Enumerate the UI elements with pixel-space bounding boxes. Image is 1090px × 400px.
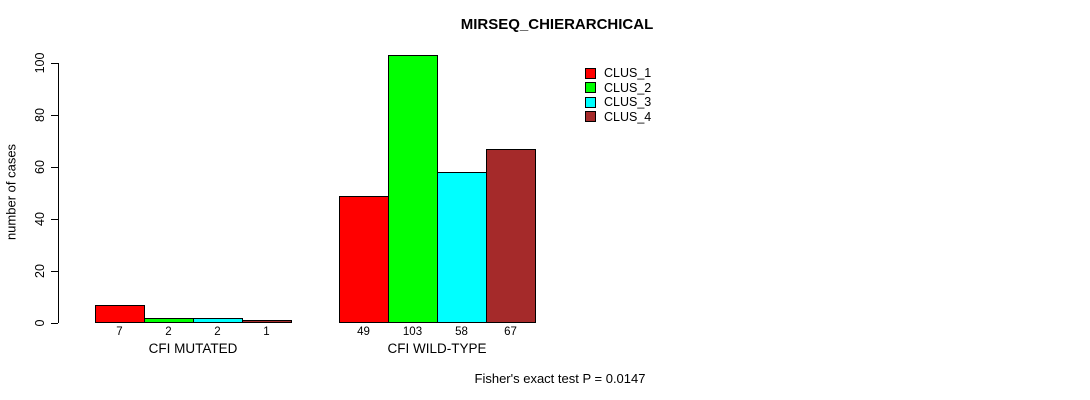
bar-CLUS_1 [95,305,145,323]
legend-item: CLUS_4 [585,110,651,124]
y-tick [51,218,58,220]
legend-item: CLUS_3 [585,95,651,109]
legend: CLUS_1 CLUS_2 CLUS_3 CLUS_4 [585,66,651,124]
legend-label: CLUS_2 [604,80,652,95]
legend-item: CLUS_2 [585,81,651,95]
legend-label: CLUS_1 [604,66,652,80]
legend-swatch-CLUS_2 [585,82,596,93]
bar-CLUS_3 [437,172,487,323]
bar-CLUS_4 [486,149,536,323]
y-tick [51,114,58,116]
y-tick [51,166,58,168]
y-tick [51,62,58,64]
bar-CLUS_2 [388,55,438,323]
y-axis [58,63,59,323]
bar-CLUS_2 [144,318,194,323]
y-tick-label: 0 [33,319,47,327]
y-tick-label: 100 [33,52,47,74]
bar-value-label: 103 [402,326,423,338]
legend-swatch-CLUS_1 [585,67,596,79]
bar-value-label: 2 [165,326,172,338]
legend-label: CLUS_3 [604,95,652,109]
bar-CLUS_1 [339,196,389,323]
legend-swatch-CLUS_4 [585,111,596,122]
category-label: CFI WILD-TYPE [387,341,487,356]
y-tick-label: 40 [33,212,47,226]
y-tick-label: 80 [33,108,47,122]
bar-value-label: 67 [504,326,517,338]
bar-value-label: 7 [116,326,123,338]
bar-value-label: 1 [263,326,270,338]
bar-CLUS_4 [242,320,292,323]
category-label: CFI MUTATED [148,341,238,356]
y-tick-label: 20 [33,264,47,278]
annotation-text: Fisher's exact test P = 0.0147 [474,371,646,386]
y-axis-label: number of cases [3,143,19,241]
y-tick [51,270,58,272]
bar-value-label: 58 [455,326,468,338]
y-tick-label: 60 [33,160,47,174]
bar-value-label: 2 [214,326,221,338]
y-tick [51,322,58,324]
chart-title: MIRSEQ_CHIERARCHICAL [460,16,654,33]
legend-item: CLUS_1 [585,66,651,80]
legend-label: CLUS_4 [604,109,652,124]
legend-swatch-CLUS_3 [585,96,596,108]
bar-value-label: 49 [357,326,370,338]
bar-CLUS_3 [193,318,243,323]
